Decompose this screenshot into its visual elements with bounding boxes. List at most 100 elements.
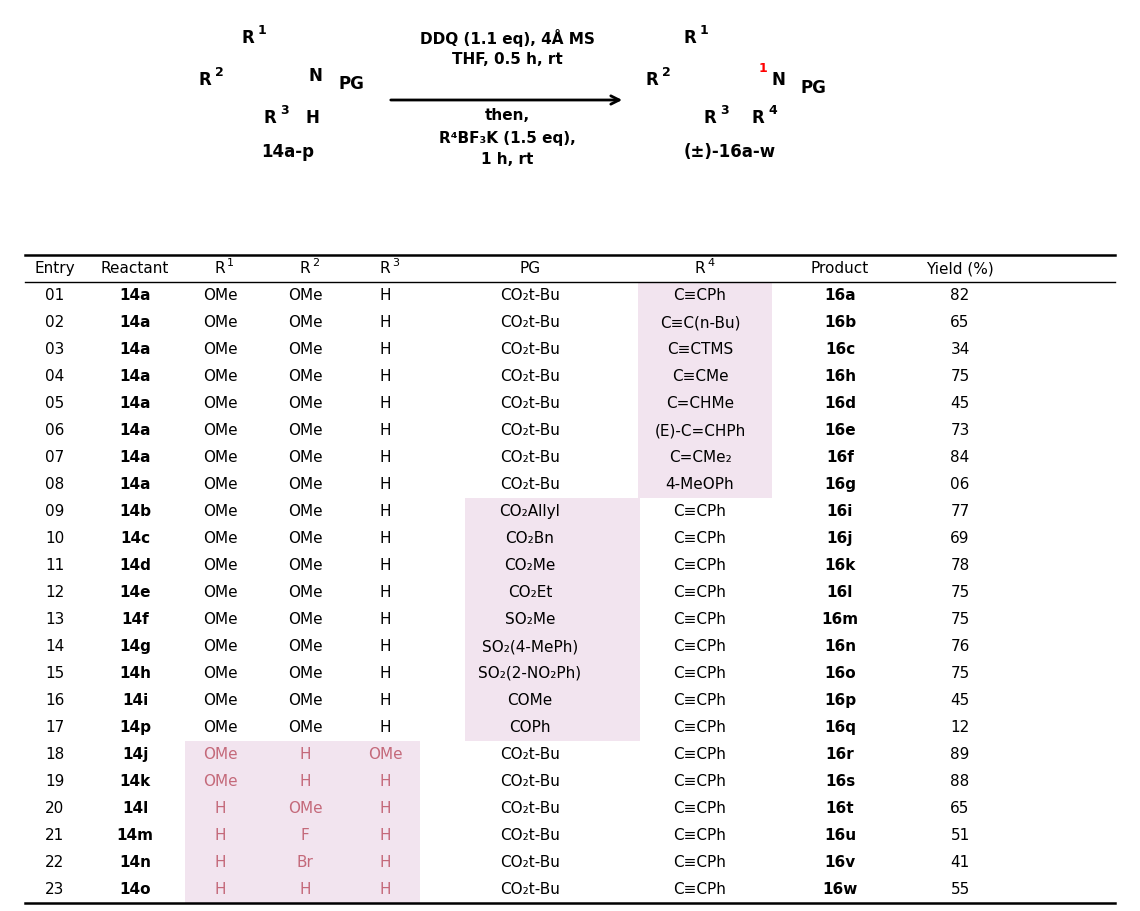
Text: CO₂t-Bu: CO₂t-Bu [500, 315, 560, 330]
Text: 16l: 16l [826, 585, 853, 600]
Text: 14o: 14o [120, 882, 150, 897]
Bar [465, 660, 640, 687]
Text: 51: 51 [951, 828, 970, 843]
Text: C=CHMe: C=CHMe [666, 396, 734, 411]
Text: CO₂Et: CO₂Et [507, 585, 552, 600]
Text: 16c: 16c [825, 342, 855, 357]
Text: H: H [214, 882, 226, 897]
Text: OMe: OMe [287, 666, 323, 681]
Text: CO₂t-Bu: CO₂t-Bu [500, 342, 560, 357]
Text: 1: 1 [700, 24, 709, 36]
Text: 08: 08 [46, 477, 65, 492]
Text: 16s: 16s [825, 774, 855, 789]
Text: C=CMe₂: C=CMe₂ [669, 450, 732, 465]
Text: 16f: 16f [826, 450, 854, 465]
Text: OMe: OMe [287, 531, 323, 546]
Text: H: H [380, 531, 391, 546]
Text: H: H [380, 855, 391, 870]
Text: CO₂t-Bu: CO₂t-Bu [500, 882, 560, 897]
Text: PG: PG [337, 75, 364, 93]
Text: 16d: 16d [824, 396, 856, 411]
Text: 77: 77 [951, 504, 970, 519]
Text: H: H [380, 423, 391, 438]
Text: H: H [380, 450, 391, 465]
Bar [638, 471, 772, 498]
Text: CO₂t-Bu: CO₂t-Bu [500, 477, 560, 492]
Text: OMe: OMe [287, 720, 323, 735]
Bar [185, 768, 420, 795]
Text: SO₂Me: SO₂Me [505, 612, 555, 627]
Text: H: H [380, 504, 391, 519]
Text: R: R [751, 109, 765, 127]
Text: CO₂t-Bu: CO₂t-Bu [500, 369, 560, 384]
Bar [185, 795, 420, 822]
Text: CO₂t-Bu: CO₂t-Bu [500, 450, 560, 465]
Text: 12: 12 [951, 720, 970, 735]
Text: R: R [300, 261, 310, 276]
Bar [638, 417, 772, 444]
Text: 82: 82 [951, 288, 970, 303]
Bar [465, 606, 640, 633]
Bar [638, 390, 772, 417]
Text: 45: 45 [951, 396, 970, 411]
Text: C≡CPh: C≡CPh [674, 693, 726, 708]
Text: 16q: 16q [824, 720, 856, 735]
Text: CO₂t-Bu: CO₂t-Bu [500, 855, 560, 870]
Text: H: H [380, 693, 391, 708]
Text: 3: 3 [392, 258, 399, 268]
Text: 16: 16 [46, 693, 65, 708]
Text: OMe: OMe [287, 801, 323, 816]
Text: C≡CPh: C≡CPh [674, 585, 726, 600]
Text: 75: 75 [951, 369, 970, 384]
Text: 07: 07 [46, 450, 65, 465]
Text: 14p: 14p [119, 720, 150, 735]
Text: 04: 04 [46, 369, 65, 384]
Text: 14b: 14b [119, 504, 150, 519]
Bar [638, 336, 772, 363]
Text: 14a: 14a [120, 477, 150, 492]
Text: C≡CPh: C≡CPh [674, 612, 726, 627]
Bar [465, 687, 640, 714]
Text: 65: 65 [951, 801, 970, 816]
Text: H: H [380, 369, 391, 384]
Text: 16k: 16k [824, 558, 856, 573]
Text: 16b: 16b [824, 315, 856, 330]
Text: C≡CPh: C≡CPh [674, 828, 726, 843]
Text: 4-MeOPh: 4-MeOPh [666, 477, 734, 492]
Text: H: H [380, 558, 391, 573]
Bar [638, 444, 772, 471]
Text: 16u: 16u [824, 828, 856, 843]
Bar [638, 309, 772, 336]
Text: CO₂Me: CO₂Me [504, 558, 555, 573]
Text: R: R [694, 261, 706, 276]
Text: 76: 76 [951, 639, 970, 654]
Text: THF, 0.5 h, rt: THF, 0.5 h, rt [451, 53, 562, 67]
Text: OMe: OMe [287, 396, 323, 411]
Text: 18: 18 [46, 747, 65, 762]
Text: R: R [214, 261, 226, 276]
Text: OMe: OMe [287, 693, 323, 708]
Text: 14a: 14a [120, 342, 150, 357]
Text: 14i: 14i [122, 693, 148, 708]
Text: OMe: OMe [203, 612, 237, 627]
Text: 14n: 14n [119, 855, 150, 870]
Text: CO₂t-Bu: CO₂t-Bu [500, 801, 560, 816]
Text: R: R [198, 71, 211, 89]
Bar [465, 525, 640, 552]
Text: 14a: 14a [120, 423, 150, 438]
Text: 73: 73 [951, 423, 970, 438]
Text: N: N [771, 71, 785, 89]
Text: OMe: OMe [203, 666, 237, 681]
Text: 75: 75 [951, 612, 970, 627]
Text: 3: 3 [280, 104, 288, 117]
Text: 03: 03 [46, 342, 65, 357]
Text: 16h: 16h [824, 369, 856, 384]
Text: H: H [380, 774, 391, 789]
Text: 34: 34 [951, 342, 970, 357]
Text: OMe: OMe [287, 423, 323, 438]
Text: R⁴BF₃K (1.5 eq),: R⁴BF₃K (1.5 eq), [439, 130, 576, 146]
Bar [465, 498, 640, 525]
Text: OMe: OMe [287, 288, 323, 303]
Text: 21: 21 [46, 828, 65, 843]
Text: OMe: OMe [368, 747, 402, 762]
